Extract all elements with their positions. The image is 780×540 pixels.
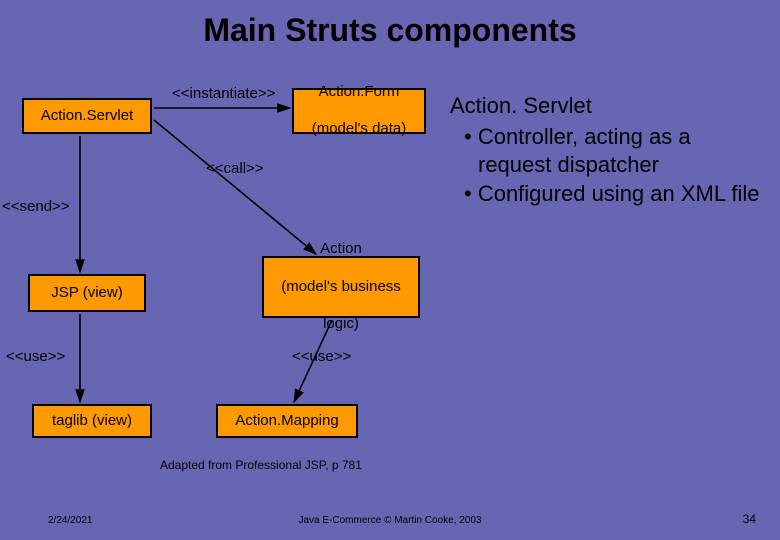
box-action-servlet: Action.Servlet <box>22 98 152 134</box>
label-call: <<call>> <box>206 160 264 177</box>
box-line: Action.Servlet <box>41 107 134 126</box>
description-list: Controller, acting as a request dispatch… <box>450 123 760 209</box>
box-line: taglib (view) <box>52 412 132 431</box>
box-action-mapping: Action.Mapping <box>216 404 358 438</box>
box-action: Action(model's businesslogic) <box>262 256 420 318</box>
call-arrow <box>154 120 316 254</box>
box-taglib: taglib (view) <box>32 404 152 438</box>
label-use-right: <<use>> <box>292 348 351 365</box>
description-bullet: Controller, acting as a request dispatch… <box>450 123 760 180</box>
description-heading: Action. Servlet <box>450 92 760 121</box>
adapted-caption: Adapted from Professional JSP, p 781 <box>160 458 362 472</box>
box-line: Action.Form <box>319 83 400 102</box>
label-instantiate: <<instantiate>> <box>172 85 275 102</box>
box-line: JSP (view) <box>51 284 122 303</box>
label-send: <<send>> <box>2 198 70 215</box>
page-title: Main Struts components <box>0 12 780 49</box>
box-line: (model's business <box>281 278 401 297</box>
footer-page: 34 <box>743 512 756 526</box>
label-use-left: <<use>> <box>6 348 65 365</box>
box-line: (model's data) <box>312 120 407 139</box>
description-block: Action. Servlet Controller, acting as a … <box>450 92 760 208</box>
description-bullet: Configured using an XML file <box>450 180 760 209</box>
box-line: Action <box>320 240 362 259</box>
footer-center: Java E-Commerce © Martin Cooke, 2003 <box>0 515 780 526</box>
box-action-form: Action.Form(model's data) <box>292 88 426 134</box>
box-jsp-view: JSP (view) <box>28 274 146 312</box>
box-line: logic) <box>323 315 359 334</box>
box-line: Action.Mapping <box>235 412 338 431</box>
